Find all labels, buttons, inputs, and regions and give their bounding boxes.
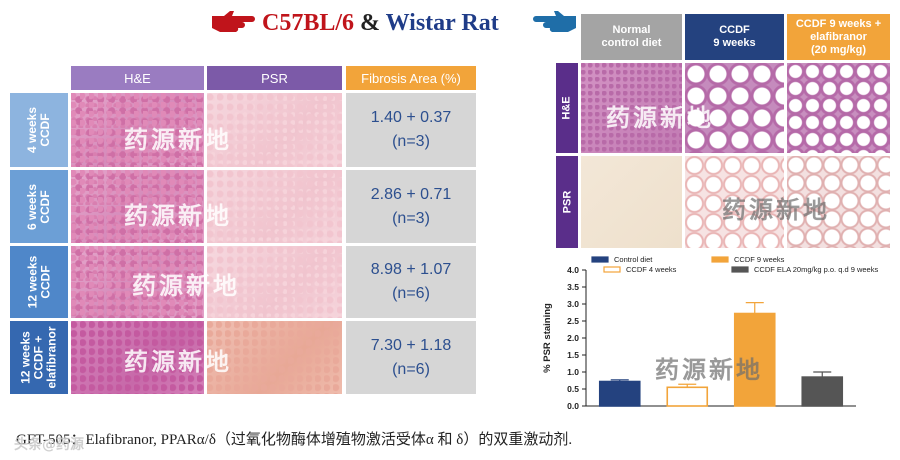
y-tick-label: 0.5 xyxy=(567,384,579,394)
fibrosis-mean: 1.40 + 0.37 xyxy=(370,109,452,126)
he-image-12-weeks xyxy=(71,246,204,318)
fibrosis-value-12-weeks: 8.98 + 1.07 (n=6) xyxy=(346,246,476,318)
fibrosis-mean: 8.98 + 1.07 xyxy=(370,261,452,278)
y-tick-label: 1.5 xyxy=(567,350,579,360)
y-tick-label: 2.5 xyxy=(567,316,579,326)
watermark: 药源新地 xyxy=(722,196,830,224)
page-title: C57BL/6 & Wistar Rat xyxy=(262,10,499,37)
he-image-6-weeks xyxy=(71,170,204,243)
watermark: 药源新地 xyxy=(124,348,232,376)
fibrosis-n: (n=6) xyxy=(392,360,430,378)
y-axis-label: % PSR staining xyxy=(542,303,553,373)
row-label-psr: PSR xyxy=(556,156,578,248)
psr-image-12-weeks xyxy=(207,246,342,318)
hand-pointing-left-icon xyxy=(533,11,576,33)
row-label-6-weeks: 6 weeks CCDF xyxy=(10,170,68,243)
bar xyxy=(598,380,641,407)
corner-watermark: 头条@药源 xyxy=(14,437,84,453)
watermark: 药源新地 xyxy=(132,272,240,300)
fibrosis-n: (n=3) xyxy=(392,209,430,227)
fibrosis-mean: 7.30 + 1.18 xyxy=(370,336,452,354)
psr-image-4-weeks xyxy=(207,93,342,167)
column-header-he: H&E xyxy=(71,66,204,90)
he-image-12-weeks-elafibranor xyxy=(71,321,204,394)
psr-image-ccdf xyxy=(685,156,784,248)
he-image-elafibranor xyxy=(787,63,890,153)
fibrosis-value-4-weeks: 1.40 + 0.37 (n=3) xyxy=(346,93,476,167)
he-image-normal xyxy=(581,63,682,153)
watermark: 药源新地 xyxy=(655,356,763,384)
column-header-ccdf-9-weeks: CCDF 9 weeks xyxy=(685,14,784,60)
title-mouse-strain: C57BL/6 xyxy=(262,10,355,36)
y-tick-label: 2.0 xyxy=(567,333,579,343)
footnote: GFT-505：Elafibranor, PPARα/δ（过氧化物酶体增殖物激活… xyxy=(16,432,573,448)
legend-swatch xyxy=(603,266,621,273)
fibrosis-value-6-weeks: 2.86 + 0.71 (n=3) xyxy=(346,170,476,243)
watermark: 药源新地 xyxy=(124,126,232,154)
bar xyxy=(666,386,709,407)
psr-image-6-weeks xyxy=(207,170,342,243)
bar xyxy=(801,376,844,407)
row-label-he: H&E xyxy=(556,63,578,153)
hand-pointing-right-icon xyxy=(212,11,255,33)
fibrosis-value-12-weeks-elafibranor: 7.30 + 1.18 (n=6) xyxy=(346,321,476,394)
y-tick-label: 1.0 xyxy=(567,367,579,377)
title-rat-strain: Wistar Rat xyxy=(385,10,499,36)
legend-label: CCDF 9 weeks xyxy=(734,255,785,264)
legend-label: Control diet xyxy=(614,255,653,264)
column-header-fibrosis-area: Fibrosis Area (%) xyxy=(346,66,476,90)
row-label-4-weeks: 4 weeks CCDF xyxy=(10,93,68,167)
y-tick-label: 4.0 xyxy=(567,265,579,275)
row-label-12-weeks: 12 weeks CCDF xyxy=(10,246,68,318)
psr-image-12-weeks-elafibranor xyxy=(207,321,342,394)
title-ampersand: & xyxy=(354,10,386,36)
y-tick-label: 3.5 xyxy=(567,282,579,292)
he-image-4-weeks xyxy=(71,93,204,167)
legend-swatch xyxy=(731,266,749,273)
y-tick-label: 0.0 xyxy=(567,401,579,411)
psr-staining-bar-chart: Control diet CCDF 9 weeks CCDF 4 weeks CCDF… xyxy=(542,255,878,411)
y-tick-label: 3.0 xyxy=(567,299,579,309)
psr-image-elafibranor xyxy=(787,156,890,248)
fibrosis-n: (n=3) xyxy=(392,133,430,150)
legend-swatch xyxy=(711,256,729,263)
row-label-12-weeks-elafibranor: 12 weeks CCDF + elafibranor xyxy=(10,321,68,394)
watermark: 药源新地 xyxy=(606,104,714,132)
legend-label: CCDF ELA 20mg/kg p.o. q.d 9 weeks xyxy=(754,265,878,274)
fibrosis-n: (n=6) xyxy=(392,285,430,302)
fibrosis-mean: 2.86 + 0.71 xyxy=(370,185,452,203)
column-header-ccdf-elafibranor: CCDF 9 weeks + elafibranor (20 mg/kg) xyxy=(787,14,890,60)
legend-swatch xyxy=(591,256,609,263)
column-header-normal-control: Normal control diet xyxy=(581,14,682,60)
watermark: 药源新地 xyxy=(124,202,232,230)
bar xyxy=(733,312,776,407)
column-header-psr: PSR xyxy=(207,66,342,90)
he-image-ccdf xyxy=(685,63,784,153)
psr-image-normal xyxy=(581,156,682,248)
legend-label: CCDF 4 weeks xyxy=(626,265,677,274)
